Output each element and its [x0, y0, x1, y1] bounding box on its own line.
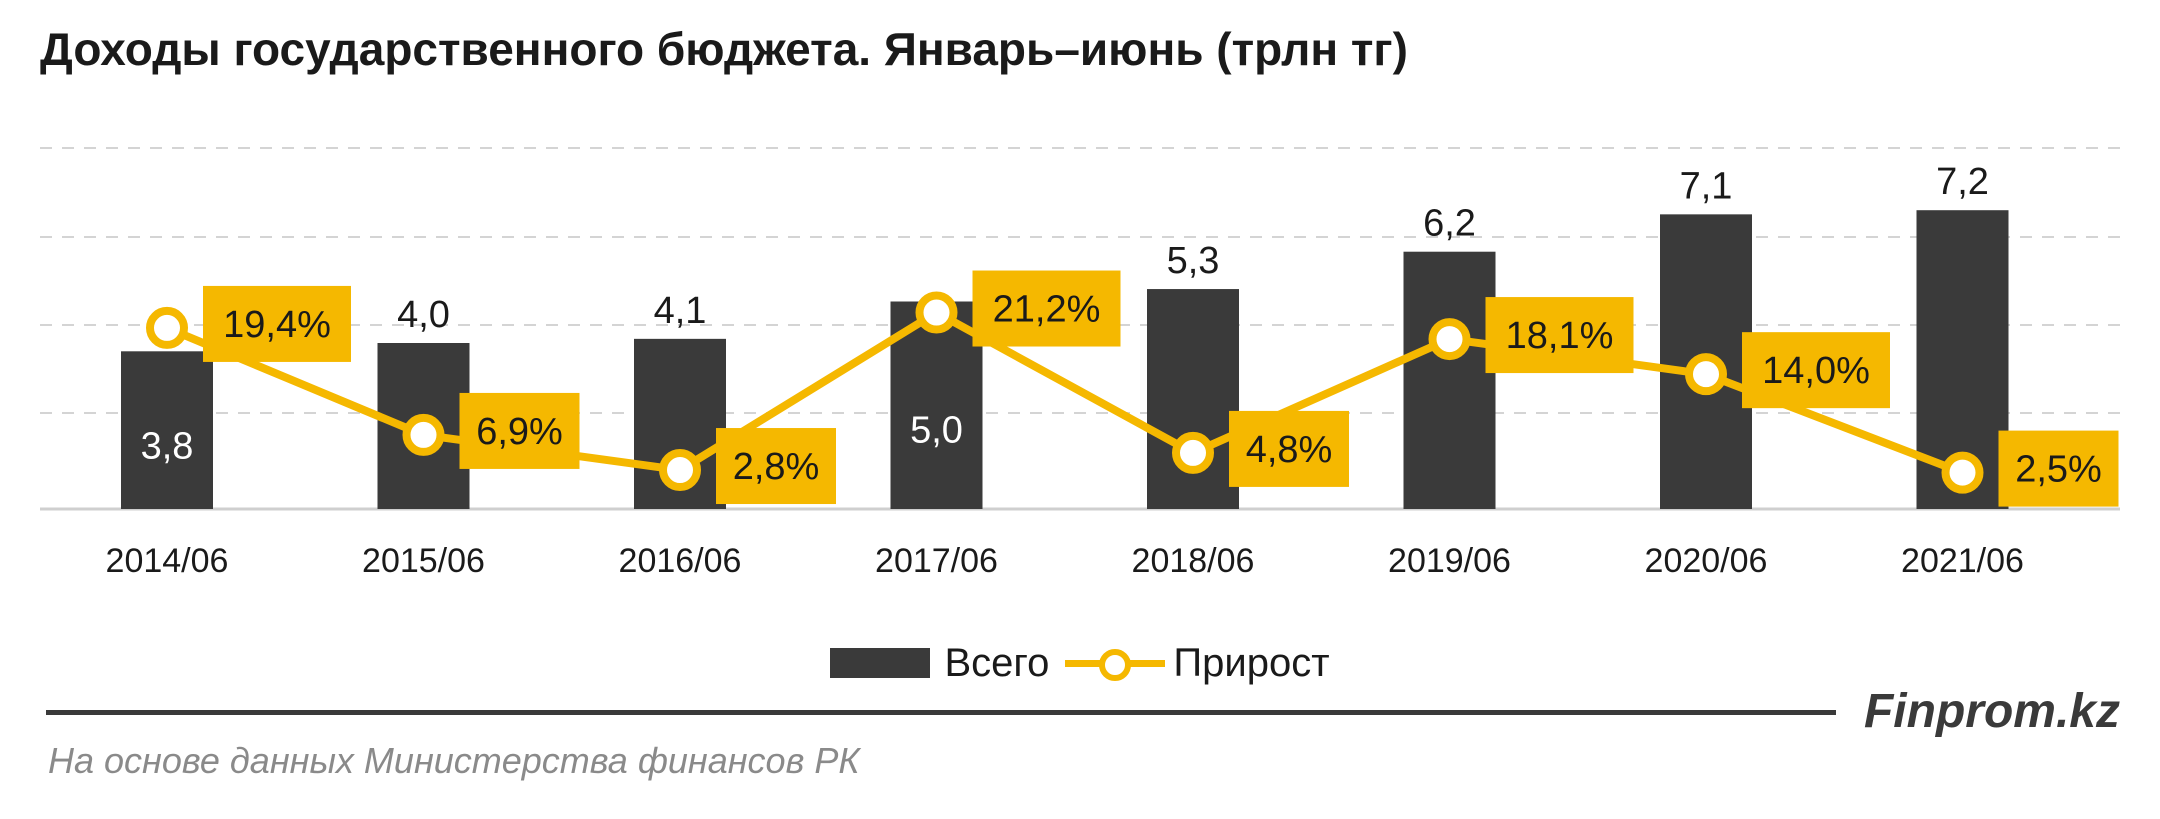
bar-value-label: 5,0	[910, 410, 963, 452]
legend-item-line: Прирост	[1065, 640, 1330, 686]
growth-label-box	[203, 285, 351, 362]
x-tick-label: 2019/06	[1388, 542, 1511, 580]
growth-label-box	[972, 270, 1121, 347]
bar-value-label: 4,0	[397, 294, 450, 336]
bar	[1403, 251, 1496, 509]
growth-label-box	[1485, 297, 1634, 374]
growth-marker	[1685, 353, 1727, 396]
bar-value-label: 5,3	[1167, 240, 1220, 282]
legend-item-bar: Всего	[830, 641, 1049, 686]
chart-title: Доходы государственного бюджета. Январь–…	[40, 23, 1408, 75]
bar-value-label: 7,1	[1680, 165, 1733, 207]
growth-label: 14,0%	[1762, 350, 1870, 392]
x-tick-label: 2021/06	[1901, 542, 2024, 580]
growth-marker	[659, 449, 701, 492]
chart-plot: 3,8 4,0 4,1 5,0 5,3 6,2 7,1 7,2 2014/06 2015/06 20…	[40, 147, 2120, 580]
growth-label: 4,8%	[1246, 429, 1333, 471]
chart-legend: Всего Прирост	[0, 636, 2160, 690]
bar-value-label: 3,8	[141, 426, 194, 468]
bar-value-label: 4,1	[654, 290, 707, 332]
growth-label-box	[459, 392, 580, 469]
x-tick-label: 2014/06	[106, 542, 229, 580]
bar	[890, 301, 983, 509]
growth-marker	[915, 291, 958, 334]
footer-rule	[46, 710, 1836, 715]
x-tick-label: 2016/06	[619, 542, 742, 580]
growth-marker	[146, 306, 188, 349]
legend-label-bar: Всего	[944, 640, 1050, 685]
growth-marker	[402, 413, 445, 456]
growth-label-box	[716, 428, 836, 505]
growth-marker	[1172, 431, 1214, 474]
growth-label-box	[1998, 430, 2119, 507]
growth-marker	[1941, 451, 1984, 494]
bar	[121, 351, 213, 509]
growth-label-box	[1742, 332, 1890, 409]
legend-line-swatch	[1065, 648, 1166, 681]
x-tick-label: 2017/06	[875, 542, 998, 580]
x-tick-label: 2020/06	[1645, 542, 1768, 580]
bar	[1147, 289, 1239, 509]
growth-label: 19,4%	[223, 304, 331, 346]
legend-label-line: Прирост	[1173, 640, 1330, 685]
bar-value-label: 6,2	[1423, 203, 1476, 245]
growth-label: 2,8%	[733, 446, 820, 488]
growth-label-box	[1229, 410, 1349, 487]
growth-label: 21,2%	[993, 289, 1101, 331]
x-tick-label: 2018/06	[1132, 542, 1255, 580]
bar-value-label: 7,2	[1936, 161, 1989, 203]
source-note: На основе данных Министерства финансов Р…	[48, 740, 860, 781]
growth-label: 6,9%	[476, 411, 563, 453]
growth-label: 2,5%	[2015, 449, 2102, 491]
brand-logo: Finprom.kz	[1863, 685, 2120, 738]
x-tick-label: 2015/06	[362, 542, 485, 580]
growth-label: 18,1%	[1506, 315, 1614, 357]
legend-bar-swatch	[830, 648, 931, 678]
growth-marker	[1428, 318, 1471, 361]
